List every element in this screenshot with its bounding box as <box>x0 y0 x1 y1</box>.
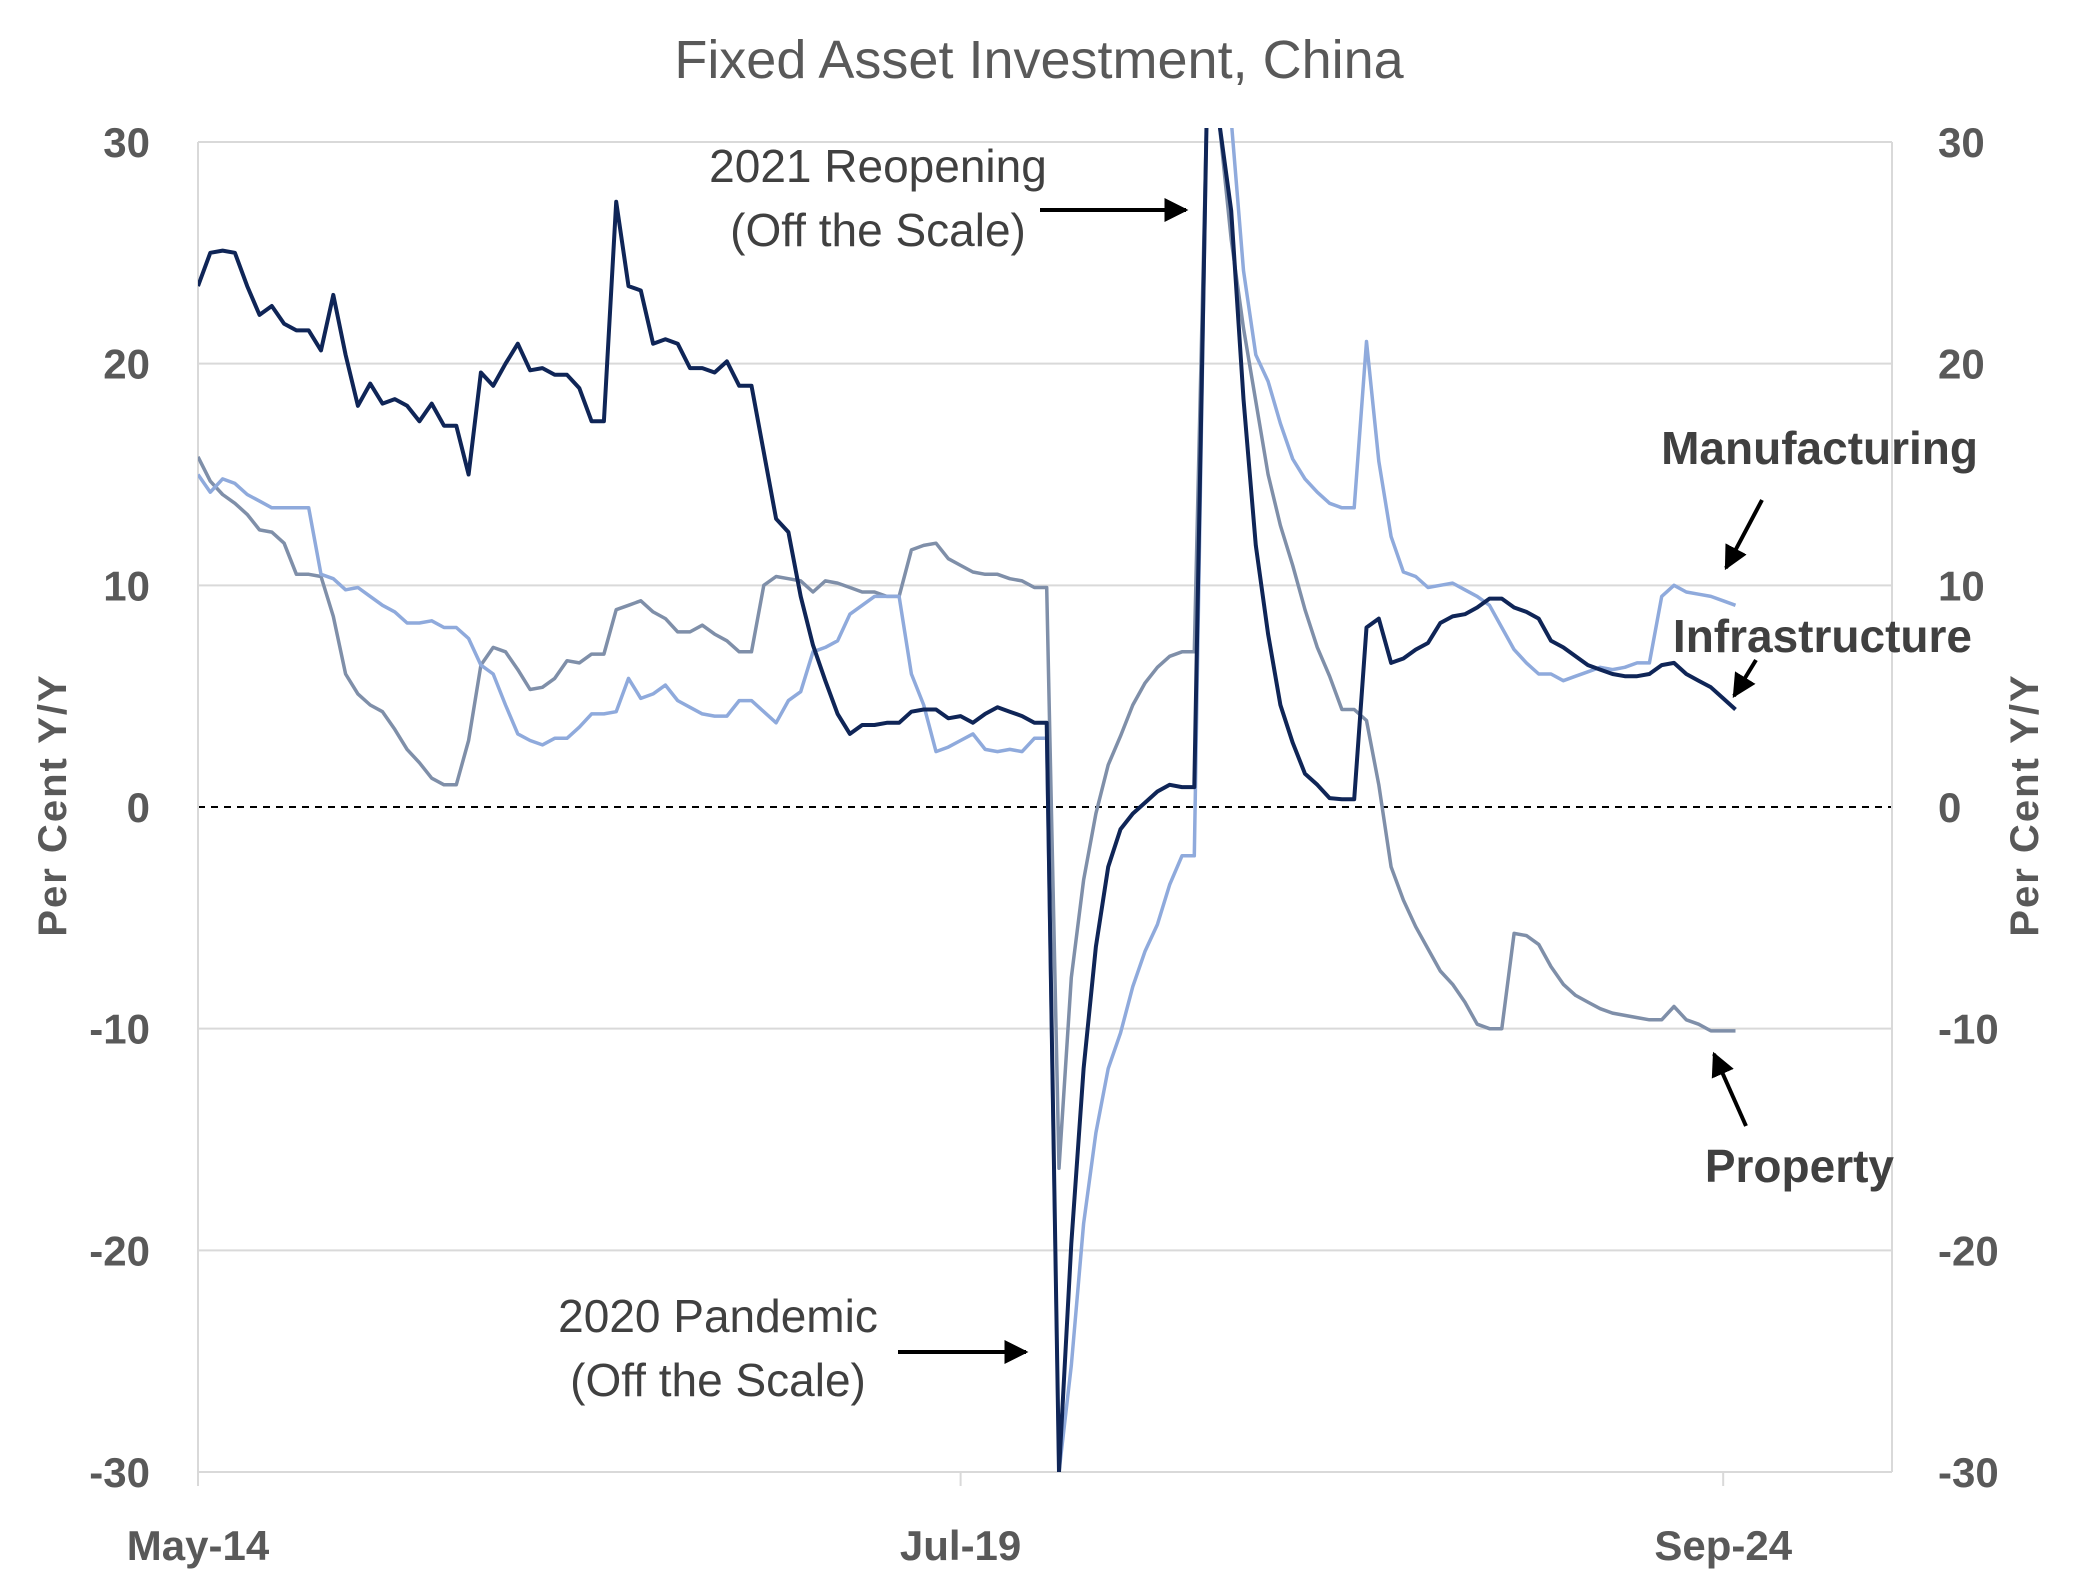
left-y-tick-label: 30 <box>103 119 150 166</box>
manufacturing-label: Manufacturing <box>1661 422 1978 474</box>
pandemic-annotation-line1: 2020 Pandemic <box>558 1290 878 1342</box>
left-y-tick-label: -10 <box>89 1006 150 1053</box>
reopening-annotation-line1: 2021 Reopening <box>709 140 1047 192</box>
series-lines <box>198 128 1737 1472</box>
right-y-tick-label: 10 <box>1938 562 1985 609</box>
left-y-tick-label: 20 <box>103 341 150 388</box>
infrastructure-arrow <box>1732 658 1758 699</box>
x-tick-label: May-14 <box>127 1522 270 1569</box>
left-y-tick-label: 10 <box>103 562 150 609</box>
right-y-tick-label: 0 <box>1938 784 1961 831</box>
x-tick-label: Jul-19 <box>900 1522 1021 1569</box>
chart-title: Fixed Asset Investment, China <box>674 30 1404 90</box>
right-y-tick-label: 20 <box>1938 341 1985 388</box>
left-y-tick-label: -20 <box>89 1227 150 1274</box>
right-y-tick-label: 30 <box>1938 119 1985 166</box>
right-y-tick-labels: 30 20 10 0 -10 -20 -30 <box>1938 119 1999 1496</box>
manufacturing-arrow <box>1724 499 1764 571</box>
x-tick-labels: May-14 Jul-19 Sep-24 <box>127 1472 1793 1569</box>
series-line-infrastructure <box>198 128 1737 1472</box>
reopening-annotation-line2: (Off the Scale) <box>730 204 1026 256</box>
series-line-manufacturing <box>198 128 1737 1472</box>
left-y-tick-label: -30 <box>89 1449 150 1496</box>
pandemic-annotation-line2: (Off the Scale) <box>570 1354 866 1406</box>
series-line-property <box>198 128 1736 1171</box>
right-y-tick-label: -10 <box>1938 1006 1999 1053</box>
left-y-tick-label: 0 <box>127 784 150 831</box>
left-y-tick-labels: 30 20 10 0 -10 -20 -30 <box>89 119 150 1496</box>
property-arrow <box>1711 1051 1748 1127</box>
right-y-tick-label: -30 <box>1938 1449 1999 1496</box>
right-y-tick-label: -20 <box>1938 1227 1999 1274</box>
x-tick-label: Sep-24 <box>1654 1522 1792 1569</box>
right-y-axis-label: Per Cent Y/Y <box>2003 673 2047 936</box>
infrastructure-label: Infrastructure <box>1673 610 1972 662</box>
property-label: Property <box>1705 1140 1895 1192</box>
left-y-axis-label: Per Cent Y/Y <box>31 673 75 936</box>
